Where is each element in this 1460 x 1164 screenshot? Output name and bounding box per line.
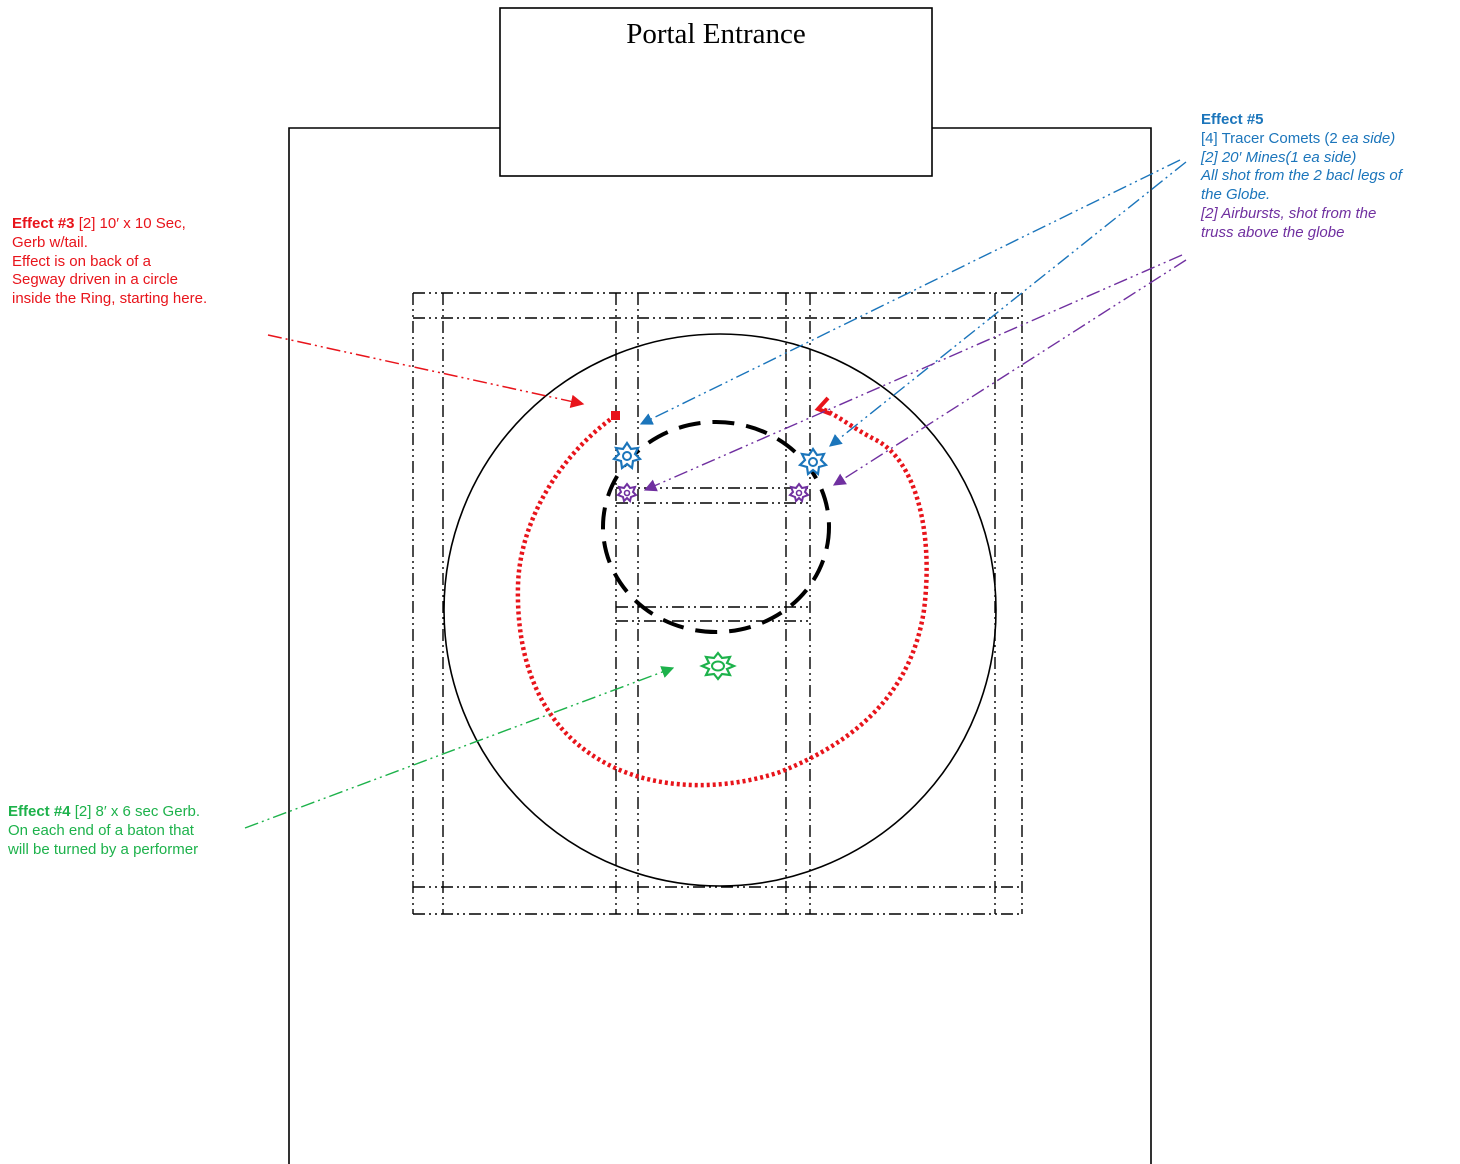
effect3-label: Effect #3 — [12, 215, 75, 232]
segway-path-arrowhead — [814, 396, 832, 416]
comet-burst-icon — [611, 441, 643, 471]
effect3-line: inside the Ring, starting here. — [12, 290, 208, 308]
airburst-icon — [616, 482, 638, 503]
stage-outline — [288, 127, 1152, 1164]
effect5-pointer-right — [829, 161, 1187, 447]
effect4-note: Effect #4 [2] 8′ x 6 sec Gerb. On each e… — [8, 803, 200, 859]
effect4-pointer — [244, 666, 675, 829]
segway-start-marker — [611, 411, 620, 420]
effect3-pointer — [267, 334, 585, 408]
airburst-pointer-left — [643, 254, 1183, 492]
effect3-line: Gerb w/tail. — [12, 233, 88, 251]
portal-entrance-box — [499, 7, 933, 177]
effect4-line: will be turned by a performer — [8, 840, 199, 858]
effect5-label: Effect #5 — [1201, 111, 1264, 128]
airburst-line: [2] Airbursts, shot from the — [1201, 204, 1377, 222]
effect5-pointer-left — [639, 159, 1181, 425]
effect5-line: [2] 20′ Mines(1 ea side) — [1201, 148, 1357, 166]
comet-burst-icon — [797, 447, 829, 477]
effect5-line: All shot from the 2 bacl legs of — [1201, 167, 1402, 185]
effect5-line: ea side) — [1341, 129, 1396, 147]
gerb-burst-icon — [699, 651, 737, 681]
portal-entrance-title: Portal Entrance — [626, 18, 806, 50]
effect3-line: Segway driven in a circle — [12, 271, 178, 289]
airburst-pointer-right — [832, 259, 1187, 486]
effect4-line: [2] 8′ x 6 sec Gerb. — [74, 803, 201, 820]
ring-circle — [443, 333, 997, 887]
effect3-line: Effect is on back of a — [12, 252, 151, 270]
effect5-line: the Globe. — [1201, 186, 1271, 204]
effect5-note: Effect #5 [4] Tracer Comets (2 ea side) … — [1201, 111, 1402, 243]
effect3-line: [2] 10′ x 10 Sec, — [78, 215, 186, 232]
effect4-label: Effect #4 — [8, 803, 71, 820]
effect3-note: Effect #3 [2] 10′ x 10 Sec, Gerb w/tail.… — [12, 215, 207, 309]
segway-path — [515, 405, 929, 788]
airburst-icon — [788, 482, 810, 503]
airburst-line: truss above the globe — [1201, 223, 1345, 241]
effect4-line: On each end of a baton that — [8, 821, 194, 839]
globe-outline — [601, 420, 831, 634]
effect5-line: [4] Tracer Comets (2 — [1201, 129, 1342, 147]
